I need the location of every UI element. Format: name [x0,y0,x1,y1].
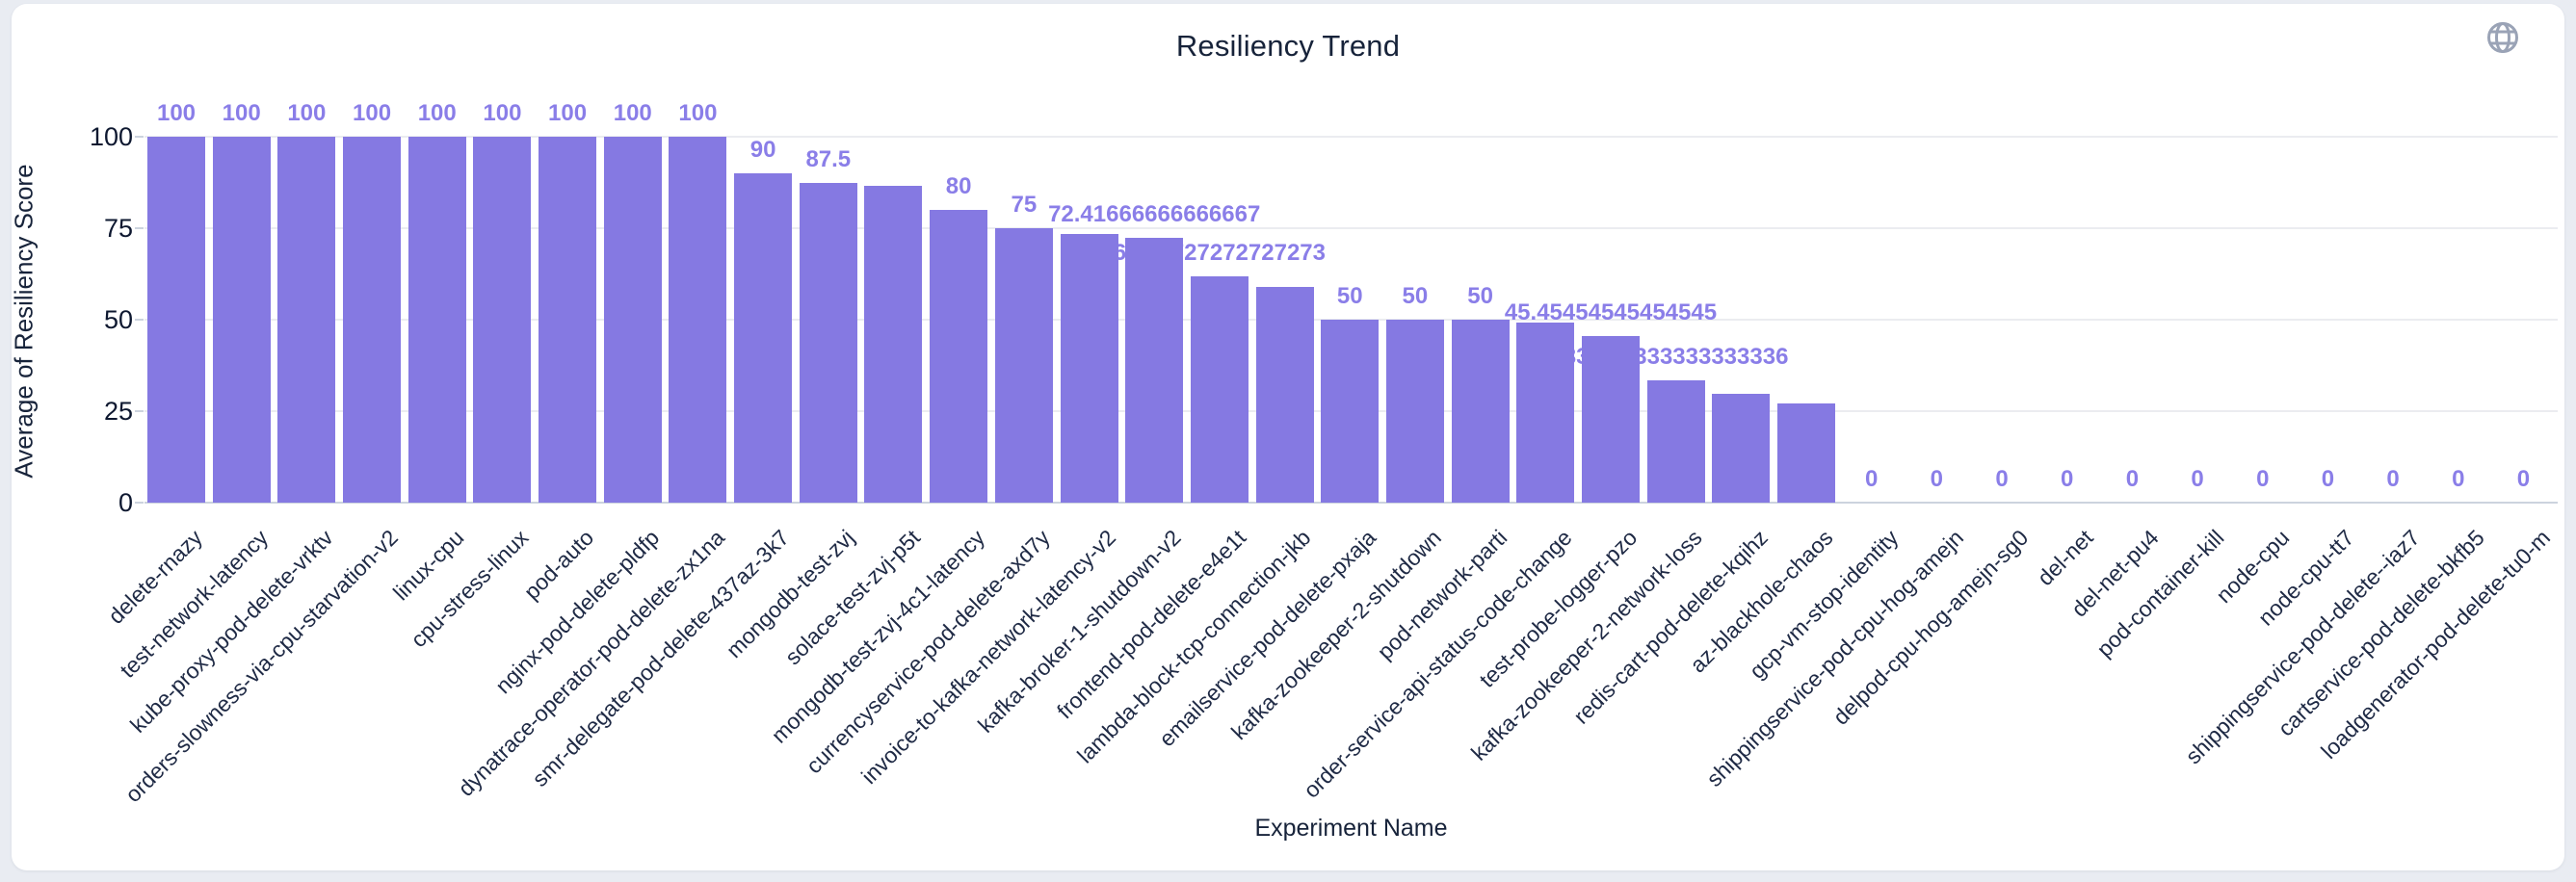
bar[interactable] [473,137,532,503]
bar[interactable] [1255,287,1314,503]
bar[interactable] [1581,336,1640,503]
bar-value-label: 0 [1864,466,1879,492]
bar-value-label: 72.41666666666667 [1048,200,1261,227]
bar[interactable] [1321,320,1380,503]
x-axis-title: Experiment Name [1254,815,1448,842]
bar-value-label: 0 [1995,466,2009,492]
globe-button[interactable] [2482,17,2524,60]
y-tick-label: 75 [103,214,133,243]
bar-value-label: 50 [1402,283,1429,309]
bar-value-label: 100 [613,100,652,126]
y-tick-mark [135,319,144,321]
bar-value-label: 0 [2516,466,2531,492]
y-tick-label: 100 [89,122,133,151]
bar[interactable] [930,210,988,503]
bar[interactable] [1777,403,1835,503]
bar[interactable] [669,137,727,503]
bar[interactable] [1190,276,1249,503]
bar-value-label: 80 [945,173,972,199]
bar-value-label: 50 [1336,283,1363,309]
bar[interactable] [343,137,402,503]
bar[interactable] [407,137,466,503]
x-axis-label: lambda-block-tcp-connection-jkb [1072,525,1316,768]
bar-value-label: 0 [2061,466,2074,492]
bar[interactable] [734,173,793,503]
bar-value-label: 0 [2452,466,2465,492]
bar[interactable] [212,137,271,503]
bar[interactable] [147,137,205,503]
bar-value-label: 100 [156,100,197,126]
y-tick-label: 25 [103,397,133,426]
bar-value-label: 100 [222,100,261,126]
bar-value-label: 100 [417,100,457,126]
chart-title: Resiliency Trend [1175,29,1401,63]
x-axis-label: currencyservice-pod-delete-axd7y [801,525,1056,779]
bar[interactable] [1125,237,1184,503]
y-tick-mark [135,410,144,412]
bar[interactable] [1712,394,1771,503]
bar-value-label: 100 [483,100,522,126]
x-axis-label: cpu-stress-linux [406,525,534,653]
bar-value-label: 50 [1467,283,1493,309]
bar-value-label: 100 [548,100,588,126]
bar-value-label: 0 [2386,466,2400,492]
bar[interactable] [864,185,923,503]
bar-value-label: 0 [1930,466,1944,492]
bar-value-label: 100 [287,100,327,126]
bar[interactable] [1451,320,1510,503]
bar-value-label: 100 [353,100,392,126]
bar[interactable] [277,137,336,503]
bar[interactable] [1646,380,1705,503]
bar-value-label: 0 [2256,466,2270,492]
y-tick-mark [135,227,144,229]
bar-value-label: 0 [2191,466,2204,492]
gridline [145,136,2558,138]
y-tick-label: 50 [103,305,133,334]
x-axis-label: shippingservice-pod-delete--iaz7 [2180,525,2425,769]
bar[interactable] [1516,323,1575,503]
bar[interactable] [539,137,597,503]
bar[interactable] [994,228,1053,503]
globe-icon [2487,21,2518,53]
bar[interactable] [1385,320,1444,503]
gridline [145,227,2558,229]
y-tick-mark [135,136,144,138]
bar[interactable] [799,182,857,503]
bar-value-label: 45.45454545454545 [1504,299,1718,326]
bar[interactable] [1060,234,1118,503]
bar-value-label: 0 [2125,466,2140,492]
bar-value-label: 90 [749,137,776,163]
bar-value-label: 87.5 [805,145,852,172]
y-axis-title: Average of Resiliency Score [9,164,39,479]
x-axis-line [145,502,2558,504]
bar[interactable] [603,137,662,503]
y-tick-mark [135,502,144,504]
bar-value-label: 75 [1011,192,1038,218]
bar-value-label: 0 [2321,466,2335,492]
bar-value-label: 100 [678,100,718,126]
y-tick-label: 0 [118,488,133,517]
